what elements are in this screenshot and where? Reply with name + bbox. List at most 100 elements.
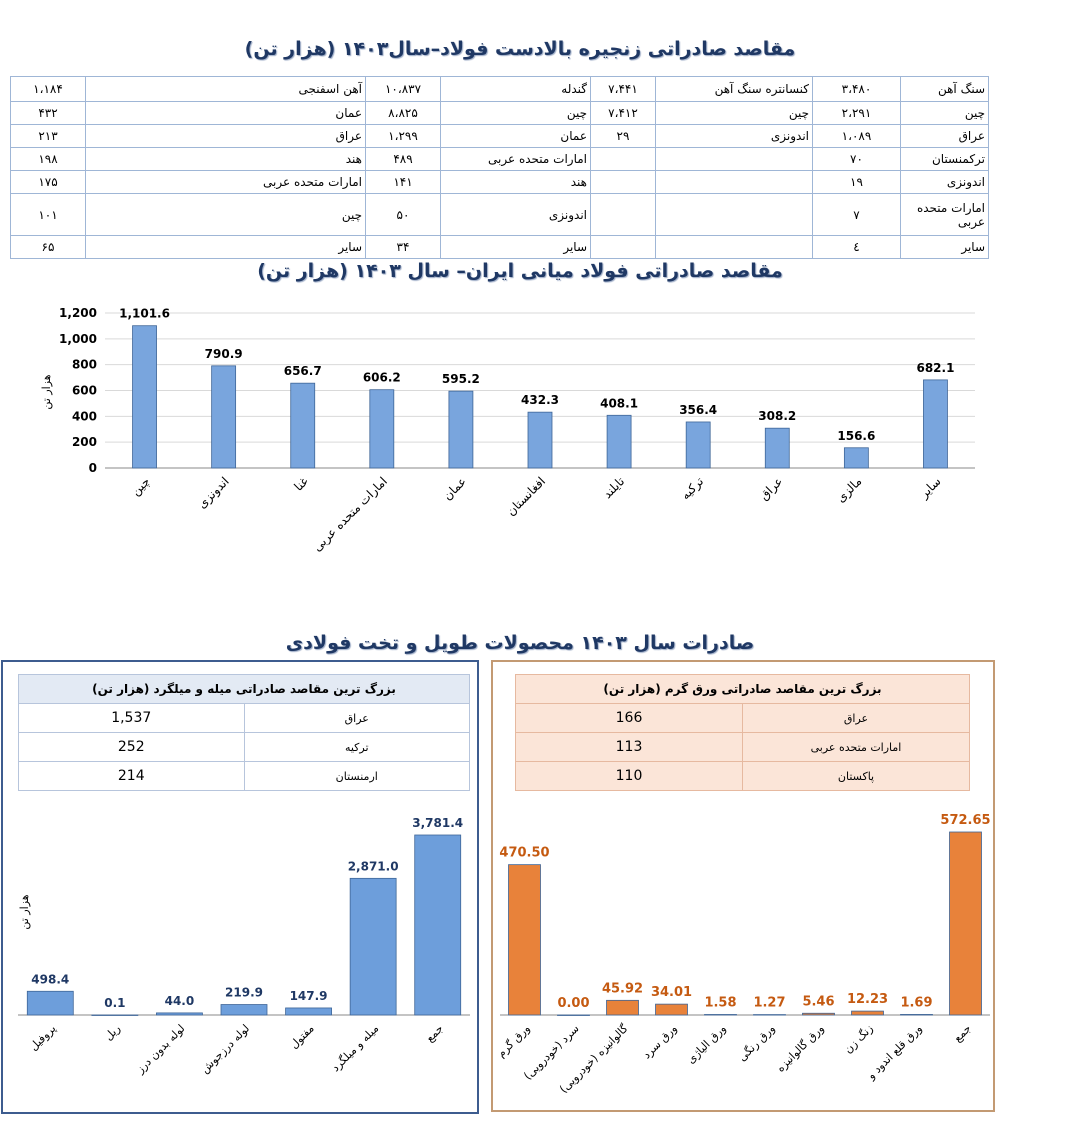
y-tick-label: 800 — [72, 358, 97, 372]
table-cell: ترکمنستان — [900, 147, 989, 171]
amount: 214 — [18, 761, 245, 791]
table-cell: سایر — [85, 235, 366, 259]
bar — [26, 990, 74, 1016]
table-row: عراق 166 — [515, 703, 970, 733]
chart-title: مقاصد صادراتی فولاد میانی ایران– سال ۱۴۰… — [257, 260, 783, 282]
x-tick-label: لوله بدون درز — [133, 1022, 187, 1076]
y-tick-label: 1,200 — [59, 306, 97, 320]
x-tick-label: ورق رنگی — [736, 1022, 778, 1064]
value-label: 498.4 — [31, 972, 69, 986]
x-tick-label: جمع — [951, 1022, 974, 1045]
table-cell: سایر — [440, 235, 591, 259]
x-tick-label: افغانستان — [504, 474, 548, 518]
value-label: 0.00 — [557, 996, 589, 1011]
bar — [900, 1014, 933, 1016]
table-cell: ۷،۴۴۱ — [590, 76, 656, 102]
country: ارمنستان — [243, 761, 470, 791]
table-cell — [655, 193, 813, 236]
table-row: پاکستان 110 — [515, 761, 970, 791]
long-products-box — [1, 660, 479, 1114]
table-cell: گندله — [440, 76, 591, 102]
bar — [349, 877, 397, 1016]
y-tick-label: 1,000 — [59, 332, 97, 346]
table-row: سایر ٤ سایر ۳۴ سایر ۶۵ — [10, 235, 989, 259]
value-label: 0.1 — [104, 996, 125, 1010]
x-tick-label: اندونزی — [195, 474, 233, 512]
bar — [606, 999, 639, 1016]
table-cell — [590, 235, 656, 259]
flat-products-box — [491, 660, 995, 1112]
table-row: ترکمنستان ۷۰ امارات متحده عربی ۴۸۹ هند ۱۹۸ — [10, 147, 989, 171]
bar — [369, 389, 395, 469]
bar — [508, 864, 541, 1016]
value-label: 656.7 — [284, 364, 322, 378]
bar — [704, 1014, 737, 1016]
bar — [923, 379, 948, 469]
amount: 110 — [515, 761, 743, 791]
table-row: ارمنستان 214 — [18, 761, 470, 791]
table-cell: ۱۹۸ — [10, 147, 86, 171]
table-row: عراق 1,537 — [18, 703, 470, 733]
value-label: 356.4 — [679, 403, 717, 417]
x-tick-label: میله و میلگرد — [329, 1022, 381, 1074]
value-label: 432.3 — [521, 393, 559, 407]
bar — [843, 447, 869, 469]
country: امارات متحده عربی — [742, 732, 970, 762]
y-axis-label: هزار تن — [40, 374, 53, 409]
value-label: 147.9 — [290, 989, 328, 1003]
table-row: سنگ آهن ۳،۴۸۰ کنسانتره سنگ آهن ۷،۴۴۱ گندله ۱۰… — [10, 76, 989, 102]
x-tick-label: ریل — [102, 1022, 123, 1043]
y-tick-label: 600 — [72, 384, 97, 398]
upstream-table: سنگ آهن ۳،۴۸۰ کنسانتره سنگ آهن ۷،۴۴۱ گندله ۱۰… — [10, 76, 989, 259]
bar — [949, 831, 982, 1016]
bar — [606, 414, 632, 469]
x-tick-label: جمع — [423, 1022, 446, 1045]
table-cell: ۳۴ — [365, 235, 441, 259]
value-label: 219.9 — [225, 986, 263, 1000]
country: پاکستان — [742, 761, 970, 791]
country: عراق — [742, 703, 970, 733]
table-cell — [655, 235, 813, 259]
table-cell: ۱۹ — [812, 170, 901, 194]
value-label: 470.50 — [499, 846, 549, 861]
table-cell: سنگ آهن — [900, 76, 989, 102]
table-cell — [590, 147, 656, 171]
page-title: مقاصد صادراتی زنجیره بالادست فولاد–سال۱۴… — [244, 38, 796, 60]
x-tick-label: مالزی — [834, 474, 866, 506]
x-tick-label: ورق گالوانیزه — [774, 1022, 827, 1075]
table-cell: ۲۱۳ — [10, 124, 86, 148]
table-cell: ۱۰،۸۳۷ — [365, 76, 441, 102]
value-label: 1.58 — [704, 995, 736, 1010]
bar — [220, 1004, 268, 1016]
bar — [802, 1012, 835, 1016]
x-tick-label: زنگ زن — [842, 1022, 876, 1056]
y-tick-label: 200 — [72, 435, 97, 449]
value-label: 2,871.0 — [348, 859, 399, 873]
table-cell: ۷۰ — [812, 147, 901, 171]
bar — [211, 365, 237, 469]
table-cell: امارات متحده عربی — [440, 147, 591, 171]
table-cell: ۳،۴۸۰ — [812, 76, 901, 102]
value-label: 1.69 — [900, 995, 932, 1010]
bar — [290, 382, 316, 469]
value-label: 1,101.6 — [119, 307, 170, 321]
x-tick-label: سایر — [916, 474, 944, 502]
x-tick-label: پروفیل — [27, 1022, 58, 1053]
section-title: صادرات سال ۱۴۰۳ محصولات طویل و تخت فولاد… — [285, 632, 755, 654]
bar — [132, 325, 157, 469]
value-label: 606.2 — [363, 371, 401, 385]
table-cell: امارات متحده عربی — [900, 193, 989, 236]
table-cell: سایر — [900, 235, 989, 259]
x-tick-label: تایلند — [600, 474, 627, 501]
x-tick-label: غنا — [291, 474, 310, 493]
table-cell: چین — [655, 101, 813, 125]
amount: 113 — [515, 732, 743, 762]
bar — [655, 1003, 688, 1016]
rebar-destinations-table: بزرگ ترین مقاصد صادراتی میله و میلگرد (ه… — [18, 674, 470, 791]
bar — [527, 411, 553, 469]
amount: 252 — [18, 732, 245, 762]
table-row: اندونزی ۱۹ هند ۱۴۱ امارات متحده عربی ۱۷۵ — [10, 170, 989, 194]
table-cell — [655, 170, 813, 194]
value-label: 572.65 — [940, 813, 990, 828]
